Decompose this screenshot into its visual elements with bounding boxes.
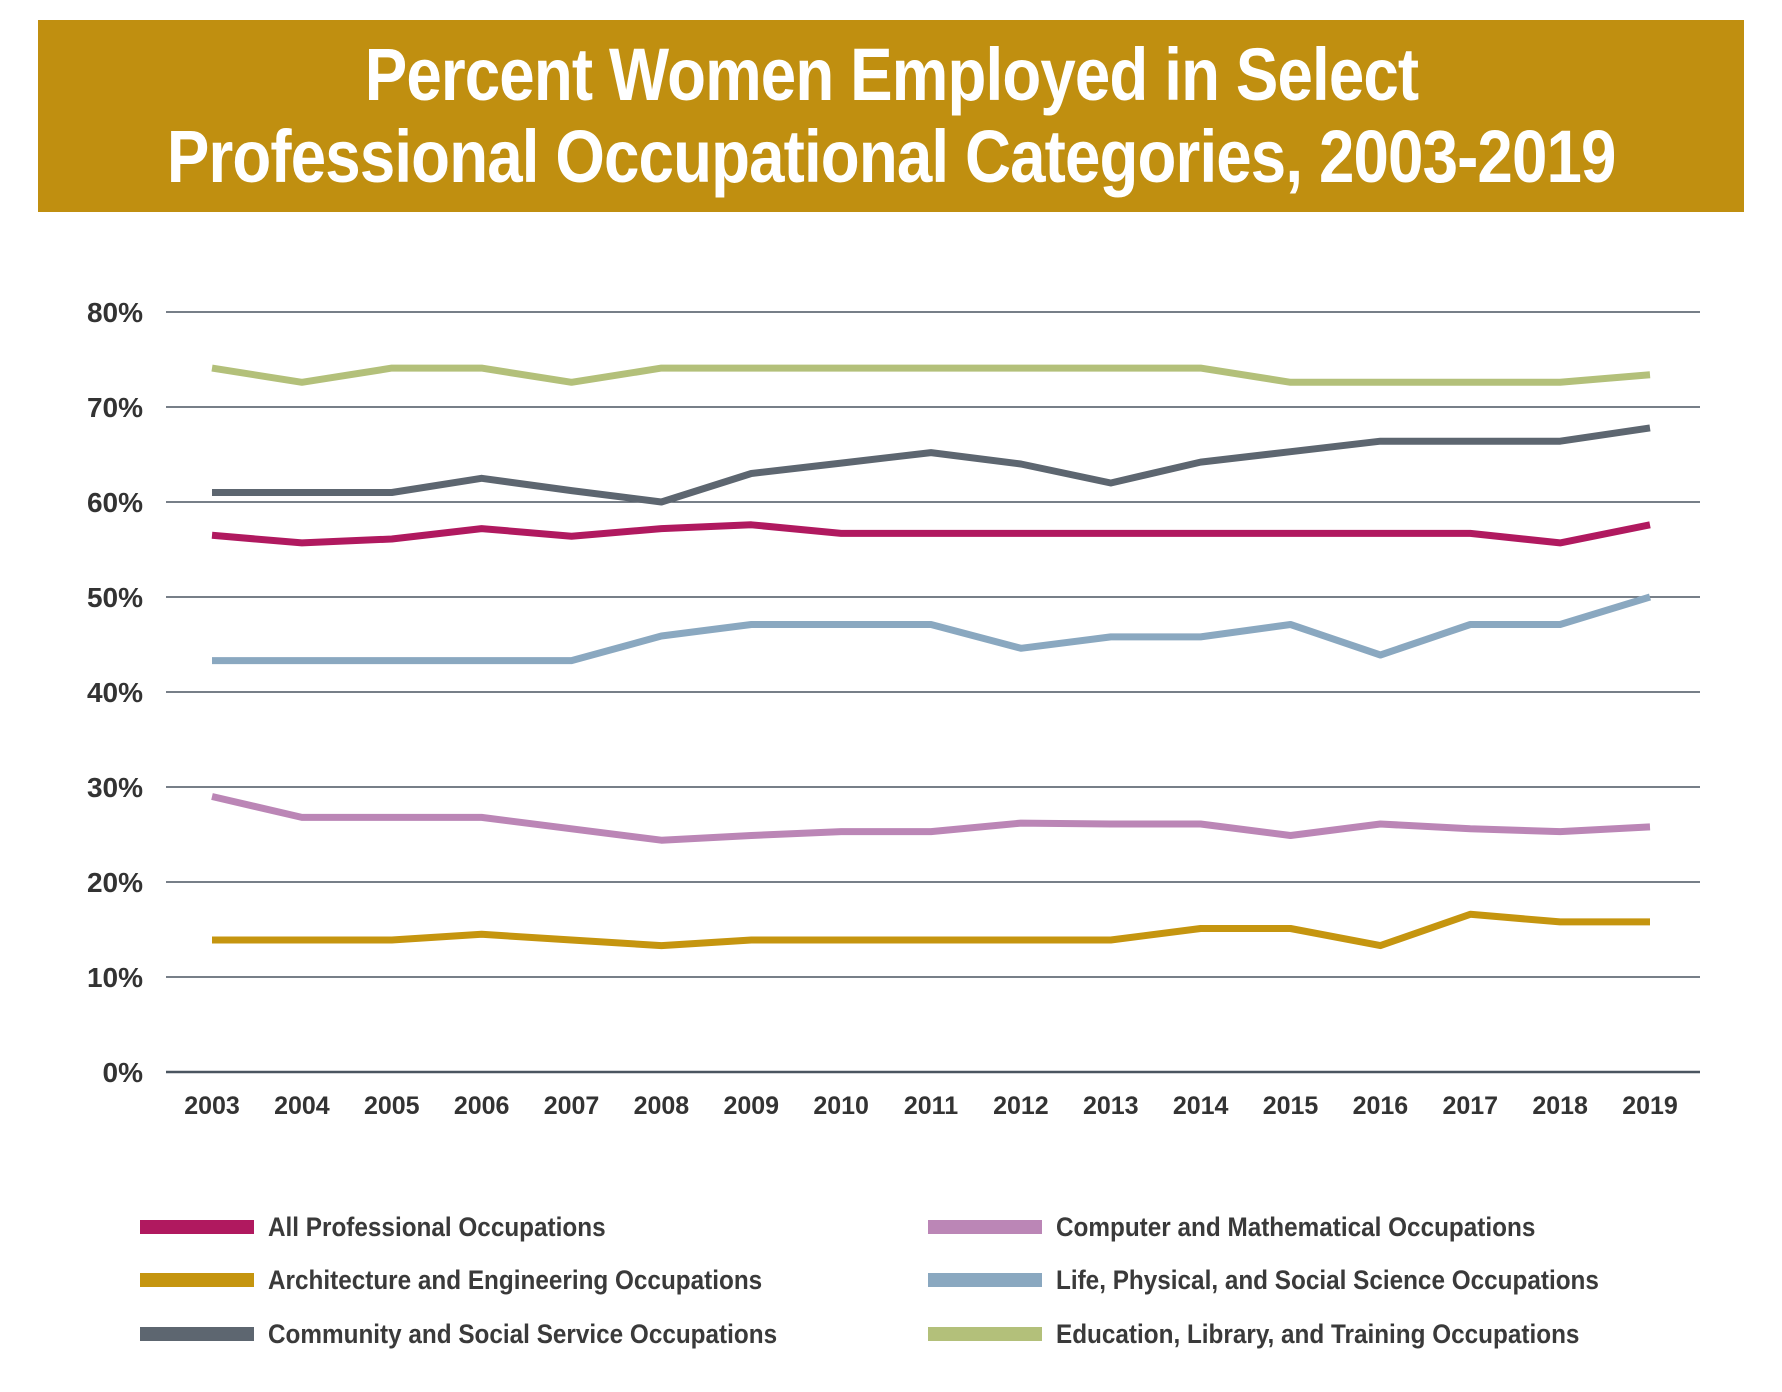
series-line-6 <box>211 364 1651 386</box>
series-line-3 <box>212 424 1651 506</box>
y-tick-label: 50% <box>87 582 143 613</box>
y-tick-label: 70% <box>87 392 143 423</box>
x-tick-label: 2017 <box>1442 1092 1498 1120</box>
x-tick-label: 2007 <box>544 1092 600 1120</box>
x-tick-label: 2005 <box>364 1092 420 1120</box>
series-line-2 <box>212 910 1650 950</box>
x-tick-label: 2013 <box>1083 1092 1139 1120</box>
x-tick-label: 2018 <box>1532 1092 1588 1120</box>
y-tick-label: 80% <box>87 297 143 328</box>
chart-title-line-2: Professional Occupational Categories, 20… <box>166 115 1617 198</box>
series-lines <box>211 364 1652 950</box>
y-tick-label: 0% <box>103 1057 144 1088</box>
x-tick-label: 2010 <box>813 1092 869 1120</box>
x-tick-label: 2016 <box>1353 1092 1409 1120</box>
series-line-4 <box>211 793 1651 844</box>
x-tick-label: 2006 <box>454 1092 510 1120</box>
y-axis-tick-labels: 0% 10% 20% 30% 40% 50% 60% 70% 80% <box>87 297 143 1088</box>
x-axis-tick-labels: 2003 2004 2005 2006 2007 2008 2009 2010 2011 2012… <box>184 1092 1678 1120</box>
x-tick-label: 2008 <box>634 1092 690 1120</box>
chart-title-line-1: Percent Women Employed in Select <box>364 33 1418 116</box>
y-tick-label: 10% <box>87 962 143 993</box>
x-tick-label: 2003 <box>184 1092 240 1120</box>
gridlines <box>166 311 1700 1074</box>
x-tick-label: 2014 <box>1173 1092 1229 1120</box>
x-tick-label: 2011 <box>904 1092 958 1120</box>
x-tick-label: 2015 <box>1263 1092 1319 1120</box>
y-tick-label: 30% <box>87 772 143 803</box>
x-tick-label: 2019 <box>1622 1092 1678 1120</box>
y-tick-label: 20% <box>87 867 143 898</box>
series-line-1 <box>211 521 1651 547</box>
title-banner: Percent Women Employed in Select Profess… <box>38 20 1744 212</box>
x-tick-label: 2012 <box>993 1092 1049 1120</box>
x-tick-label: 2004 <box>274 1092 330 1120</box>
x-tick-label: 2009 <box>723 1092 779 1120</box>
y-tick-label: 40% <box>87 677 143 708</box>
y-tick-label: 60% <box>87 487 143 518</box>
series-line-5 <box>212 593 1652 665</box>
